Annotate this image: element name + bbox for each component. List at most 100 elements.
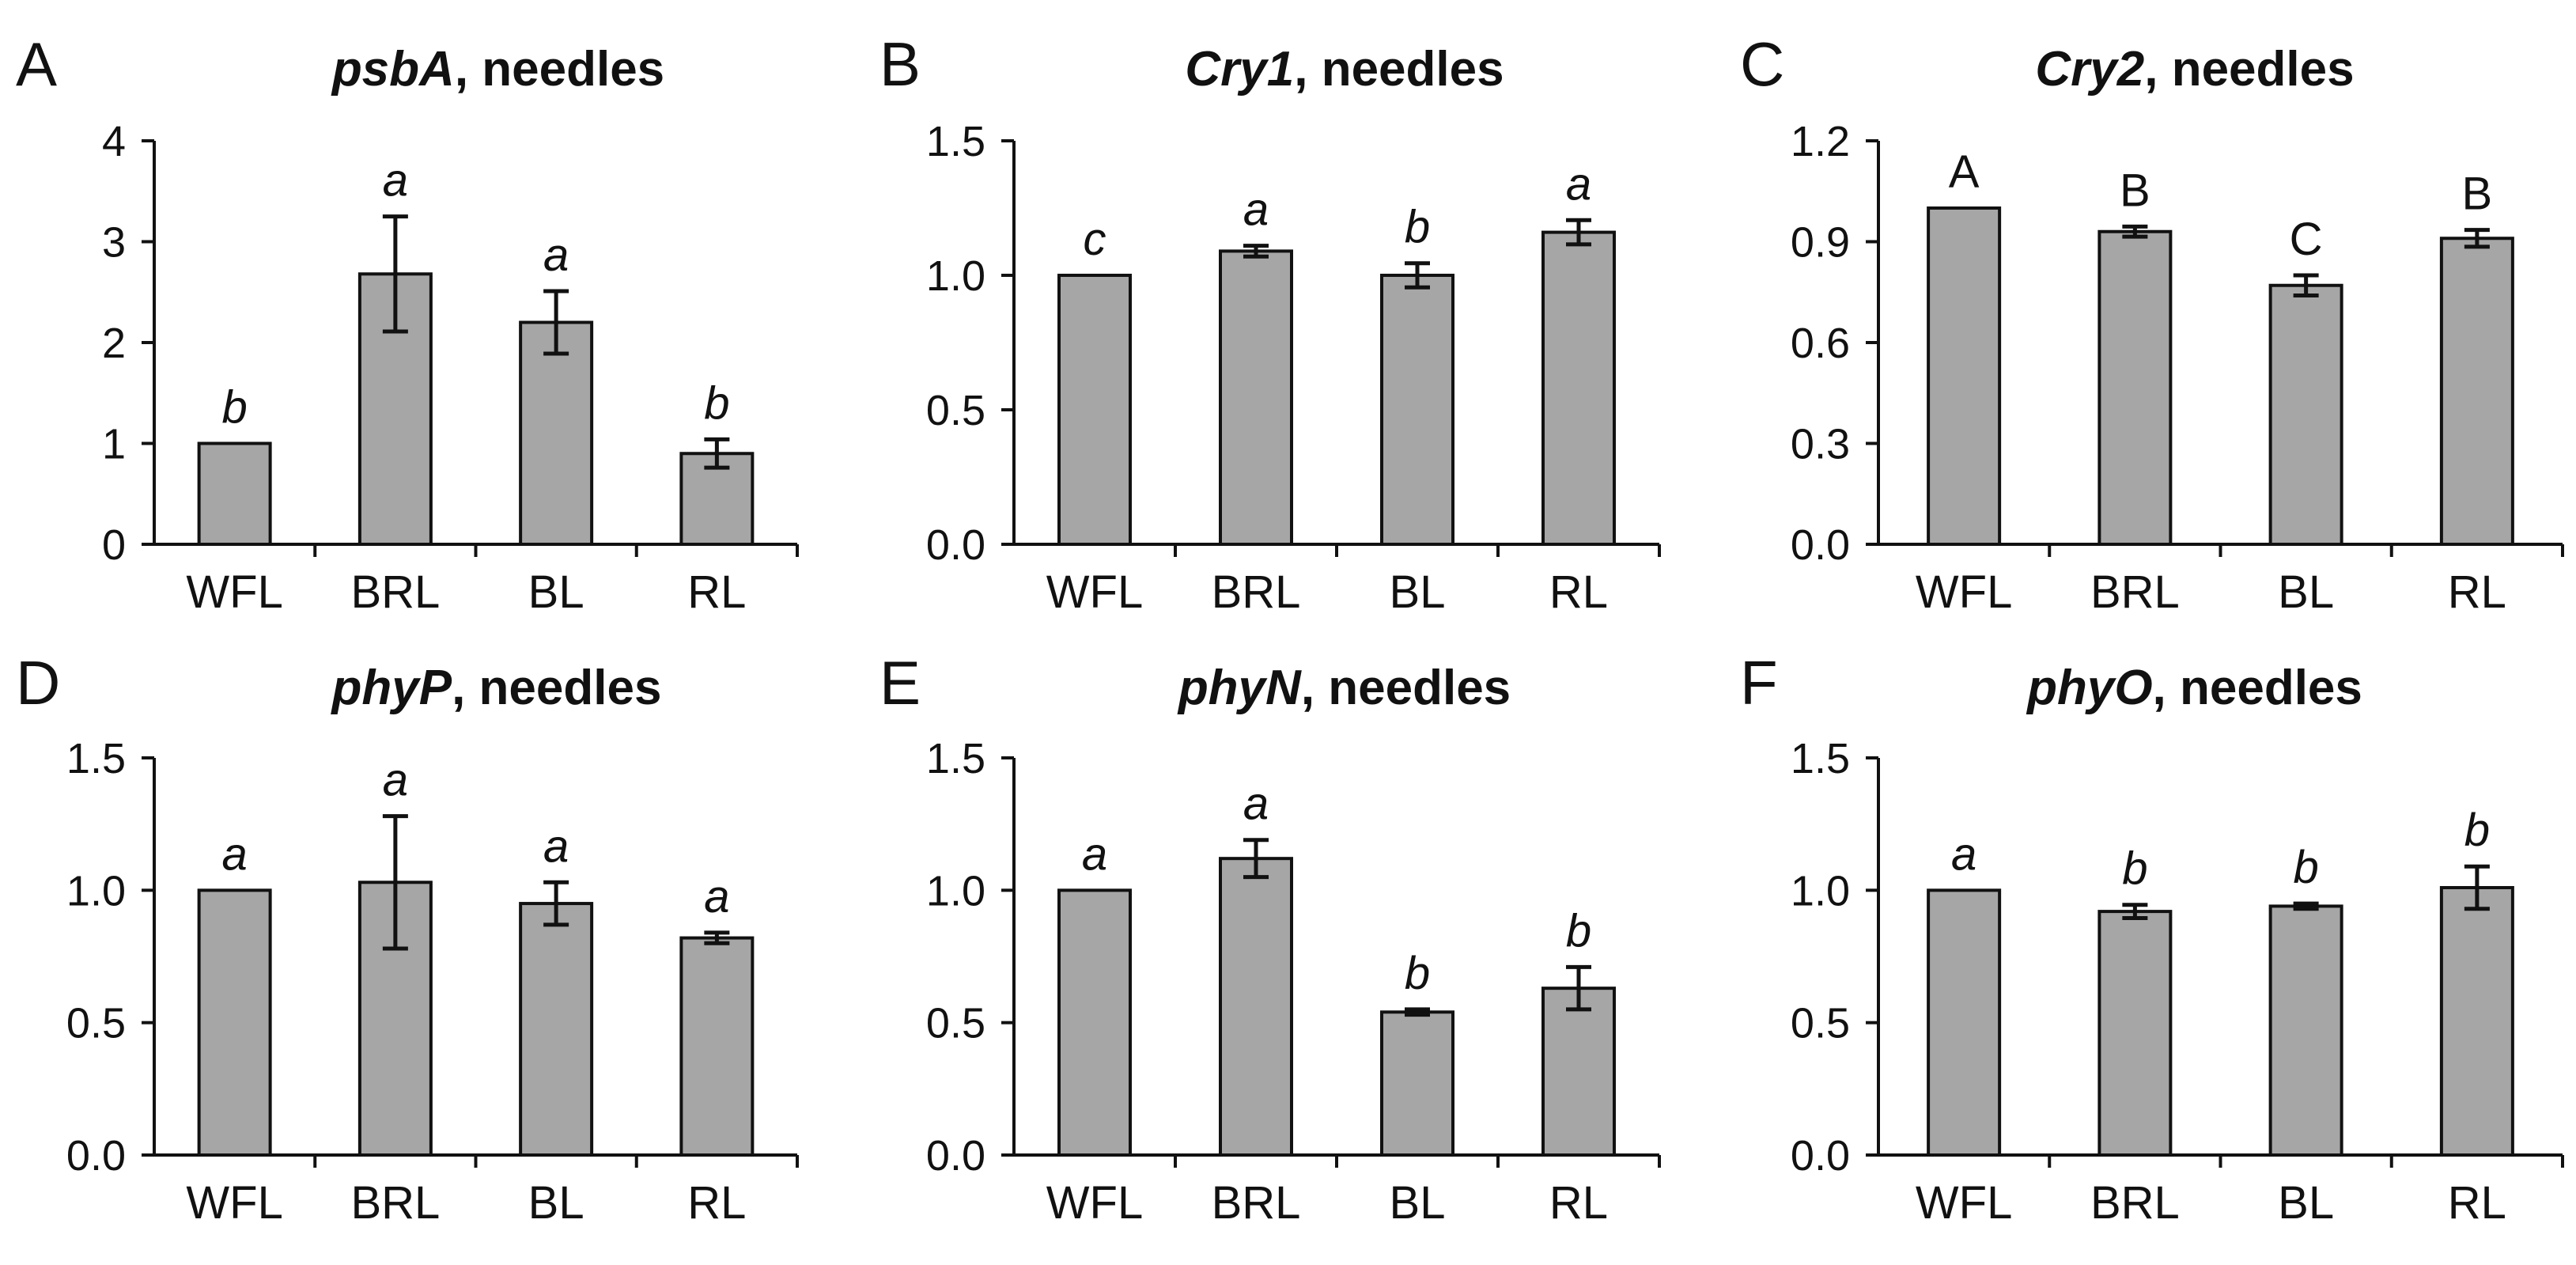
panel-b-title-gene: Cry1	[1185, 42, 1294, 97]
panel-e-x-label-rl: RL	[1549, 1177, 1608, 1229]
panel-c: C Cry2, needles0.00.30.60.91.2WFLABRLBBLC…	[1740, 29, 2564, 618]
panel-f-x-label-rl: RL	[2448, 1177, 2506, 1229]
panel-a-y-tick-label: 2	[102, 320, 126, 367]
panel-c-x-label-brl: BRL	[2090, 566, 2180, 618]
panel-c-title-rest: , needles	[2144, 42, 2354, 97]
panel-f-title: phyO, needles	[2026, 661, 2362, 715]
panel-c-bar-bl	[2268, 283, 2343, 546]
panel-d-significance-rl: a	[704, 871, 729, 922]
panel-b-title: Cry1, needles	[1185, 42, 1504, 97]
panel-a-y-tick-label: 4	[102, 118, 126, 165]
panel-e-x-label-bl: BL	[1390, 1177, 1446, 1229]
panel-a-significance-rl: b	[704, 377, 729, 429]
panel-e-title: phyN, needles	[1177, 661, 1511, 715]
panel-c-bar-brl	[2097, 229, 2173, 546]
panel-c-significance-brl: B	[2120, 165, 2150, 216]
panel-b-bar-brl	[1219, 249, 1293, 546]
panel-f-y-tick-label: 0.0	[1791, 1132, 1850, 1180]
panel-d-error-bar-rl	[704, 930, 730, 945]
panel-a-significance-wfl: b	[221, 382, 247, 434]
panel-b-significance-bl: b	[1405, 202, 1430, 253]
panel-e-title-rest: , needles	[1301, 661, 1511, 715]
panel-a-y-tick-label: 0	[102, 521, 126, 569]
panel-a-y-tick-label: 1	[102, 421, 126, 468]
panel-a-significance-brl: a	[383, 155, 408, 206]
panel-f-letter: F	[1740, 648, 1778, 718]
panel-e-y-tick-label: 1.5	[926, 735, 985, 782]
panel-a-bar-rl	[679, 452, 755, 546]
panel-d-significance-brl: a	[383, 755, 408, 806]
panel-b-y-tick-label: 1.0	[926, 252, 985, 300]
panel-b-y-tick-label: 0.5	[926, 387, 985, 434]
panel-e-error-bar-brl	[1243, 838, 1269, 880]
panel-c-error-bar-brl	[2122, 224, 2148, 239]
panel-c-error-bar-bl	[2293, 273, 2319, 297]
panel-f-y-tick-label: 1.5	[1791, 735, 1850, 782]
panel-e-y-tick-label: 0.5	[926, 1000, 985, 1047]
panel-e-error-bar-rl	[1566, 964, 1591, 1012]
panel-c-significance-rl: B	[2462, 169, 2493, 220]
panel-f-x-label-bl: BL	[2278, 1177, 2334, 1229]
panel-d-bar-rl	[679, 936, 755, 1157]
panel-e-y-tick-label: 1.0	[926, 867, 985, 915]
panel-c-letter: C	[1740, 29, 1784, 99]
panel-a-title: psbA, needles	[331, 42, 664, 97]
panel-d-y-tick-label: 0.0	[66, 1132, 126, 1180]
panel-e-bar-bl	[1380, 1010, 1454, 1157]
panel-c-bar-wfl	[1927, 206, 2002, 546]
panel-f-y-tick-label: 1.0	[1791, 867, 1850, 915]
panel-b-x-label-rl: RL	[1549, 566, 1608, 618]
panel-f-title-rest: , needles	[2153, 661, 2362, 715]
panel-f-title-gene: phyO	[2026, 661, 2152, 715]
panel-e-y-tick-label: 0.0	[926, 1132, 985, 1180]
panel-d-letter: D	[16, 648, 60, 718]
panel-c-x-label-rl: RL	[2448, 566, 2506, 618]
panel-a-x-label-brl: BRL	[350, 566, 440, 618]
panel-b-x-label-brl: BRL	[1212, 566, 1301, 618]
panel-d-error-bar-brl	[382, 814, 408, 951]
panel-f-bar-bl	[2268, 904, 2343, 1157]
panel-d-title-gene: phyP	[331, 661, 452, 715]
panel-a-x-label-wfl: WFL	[186, 566, 282, 618]
panel-f-x-label-brl: BRL	[2090, 1177, 2180, 1229]
panel-c-bar-rl	[2439, 237, 2514, 546]
panel-c-significance-wfl: A	[1949, 146, 1980, 198]
panel-f-bar-wfl	[1927, 888, 2002, 1157]
panel-f-bar-rl	[2439, 885, 2514, 1157]
panel-d-significance-bl: a	[543, 820, 569, 872]
panel-c-significance-bl: C	[2290, 214, 2323, 265]
panel-c-y-tick-label: 1.2	[1791, 118, 1850, 165]
panel-c-title-gene: Cry2	[2035, 42, 2144, 97]
panel-d-title: phyP, needles	[331, 661, 662, 715]
panel-b-letter: B	[879, 29, 921, 99]
panel-d-y-tick-label: 1.0	[66, 867, 126, 915]
panel-b-title-rest: , needles	[1294, 42, 1504, 97]
panel-f-error-bar-rl	[2464, 864, 2490, 911]
panel-b-bar-wfl	[1057, 274, 1132, 546]
panel-f-significance-brl: b	[2122, 843, 2147, 895]
panel-d-title-rest: , needles	[452, 661, 661, 715]
panel-b-x-label-bl: BL	[1390, 566, 1446, 618]
panel-e-bar-brl	[1219, 857, 1293, 1157]
panel-c-x-label-wfl: WFL	[1916, 566, 2012, 618]
panel-e-significance-brl: a	[1243, 778, 1269, 830]
panel-d-bar-bl	[519, 902, 594, 1157]
panel-a-x-label-bl: BL	[528, 566, 584, 618]
panel-a-error-bar-rl	[704, 437, 730, 470]
panel-d-y-tick-label: 1.5	[66, 735, 126, 782]
panel-f-x-label-wfl: WFL	[1916, 1177, 2012, 1229]
panel-f-significance-bl: b	[2293, 842, 2318, 893]
panel-a-significance-bl: a	[543, 229, 569, 281]
panel-f-error-bar-bl	[2293, 901, 2319, 911]
panel-d-bar-wfl	[197, 888, 272, 1157]
panel-b-error-bar-rl	[1566, 218, 1591, 247]
panel-c-x-label-bl: BL	[2278, 566, 2334, 618]
panel-c-error-bar-rl	[2464, 228, 2490, 249]
panel-a-x-label-rl: RL	[687, 566, 746, 618]
panel-b: B Cry1, needles 0.0 0.5 1.0 1.5 WFL c BRL a BL b RL a	[879, 29, 1661, 618]
panel-b-significance-rl: a	[1566, 158, 1591, 210]
